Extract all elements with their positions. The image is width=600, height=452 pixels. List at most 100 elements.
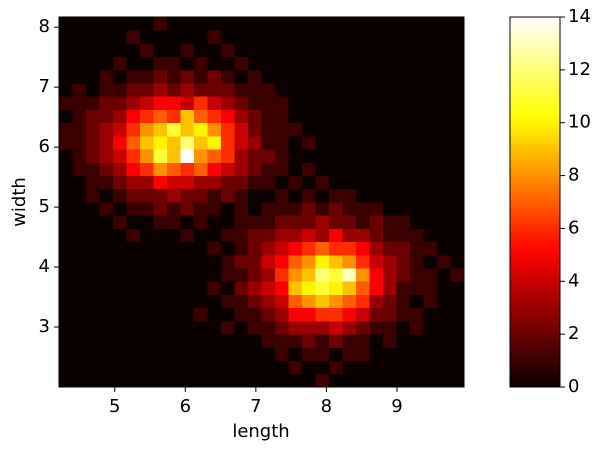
bin-cell — [99, 30, 114, 44]
colorbar-tick-label: 14 — [568, 6, 591, 27]
bin-cell — [410, 215, 424, 229]
bin-cell — [59, 96, 73, 110]
bin-cell — [153, 281, 168, 295]
bin-cell — [234, 241, 249, 256]
bin-cell — [99, 215, 114, 229]
bin-cell — [342, 360, 357, 375]
bin-cell — [383, 109, 397, 124]
bin-cell — [113, 254, 127, 269]
bin-cell — [342, 281, 357, 295]
bin-cell — [140, 56, 154, 71]
bin-cell — [113, 334, 127, 348]
bin-cell — [234, 109, 249, 124]
bin-cell — [194, 294, 208, 309]
bin-cell — [423, 347, 438, 361]
bin-cell — [315, 43, 330, 58]
bin-cell — [167, 215, 181, 229]
bin-cell — [383, 83, 397, 97]
bin-cell — [261, 202, 276, 216]
bin-cell — [410, 241, 424, 256]
bin-cell — [180, 281, 195, 295]
bin-cell — [302, 373, 316, 388]
bin-cell — [207, 188, 222, 203]
bin-cell — [437, 254, 451, 269]
bin-cell — [450, 228, 465, 243]
bin-cell — [248, 241, 262, 256]
bin-cell — [234, 268, 249, 282]
bin-cell — [437, 30, 451, 44]
bin-cell — [288, 149, 303, 163]
bin-cell — [167, 268, 181, 282]
bin-cell — [86, 320, 100, 335]
bin-cell — [86, 360, 100, 375]
bin-cell — [126, 281, 141, 295]
bin-cell — [396, 149, 411, 163]
bin-cell — [153, 360, 168, 375]
bin-cell — [72, 188, 87, 203]
bin-cell — [396, 241, 411, 256]
bin-cell — [396, 56, 411, 71]
bin-cell — [288, 334, 303, 348]
bin-cell — [369, 56, 384, 71]
bin-cell — [383, 69, 397, 84]
bin-cell — [207, 241, 222, 256]
bin-cell — [275, 96, 289, 110]
bin-cell — [153, 373, 168, 388]
bin-cell — [383, 162, 397, 176]
bin-cell — [221, 347, 235, 361]
bin-cell — [180, 334, 195, 348]
bin-cell — [450, 162, 465, 176]
bin-cell — [234, 149, 249, 163]
bin-cell — [167, 96, 181, 110]
bin-cell — [410, 122, 424, 137]
bin-cell — [356, 202, 370, 216]
bin-cell — [302, 334, 316, 348]
bin-cell — [302, 188, 316, 203]
bin-cell — [437, 373, 451, 388]
bin-cell — [153, 347, 168, 361]
bin-cell — [140, 307, 154, 322]
bin-cell — [342, 83, 357, 97]
bin-cell — [153, 83, 168, 97]
bin-cell — [342, 109, 357, 124]
bin-cell — [302, 135, 316, 150]
colorbar-tick-label: 12 — [568, 59, 591, 80]
bin-cell — [383, 149, 397, 163]
bin-cell — [450, 347, 465, 361]
bin-cell — [113, 202, 127, 216]
bin-cell — [369, 254, 384, 269]
bin-cell — [153, 268, 168, 282]
bin-cell — [410, 149, 424, 163]
bin-cell — [396, 162, 411, 176]
bin-cell — [248, 281, 262, 295]
bin-cell — [113, 307, 127, 322]
bin-cell — [153, 202, 168, 216]
bin-cell — [59, 373, 73, 388]
bin-cell — [275, 373, 289, 388]
bin-cell — [153, 17, 168, 31]
bin-cell — [450, 307, 465, 322]
bin-cell — [140, 135, 154, 150]
bin-cell — [288, 320, 303, 335]
bin-cell — [275, 320, 289, 335]
bin-cell — [167, 228, 181, 243]
bin-cell — [194, 202, 208, 216]
bin-cell — [302, 307, 316, 322]
bin-cell — [59, 83, 73, 97]
bin-cell — [275, 360, 289, 375]
bin-cell — [99, 268, 114, 282]
bin-cell — [194, 281, 208, 295]
bin-cell — [288, 30, 303, 44]
bin-cell — [167, 17, 181, 31]
bin-cell — [126, 294, 141, 309]
bin-cell — [437, 56, 451, 71]
colorbar-tick-label: 10 — [568, 112, 591, 133]
bin-cell — [396, 122, 411, 137]
bin-cell — [221, 373, 235, 388]
bin-cell — [248, 30, 262, 44]
bin-cell — [342, 17, 357, 31]
bin-cell — [369, 17, 384, 31]
bin-cell — [261, 347, 276, 361]
bin-cell — [194, 149, 208, 163]
bin-cell — [221, 96, 235, 110]
